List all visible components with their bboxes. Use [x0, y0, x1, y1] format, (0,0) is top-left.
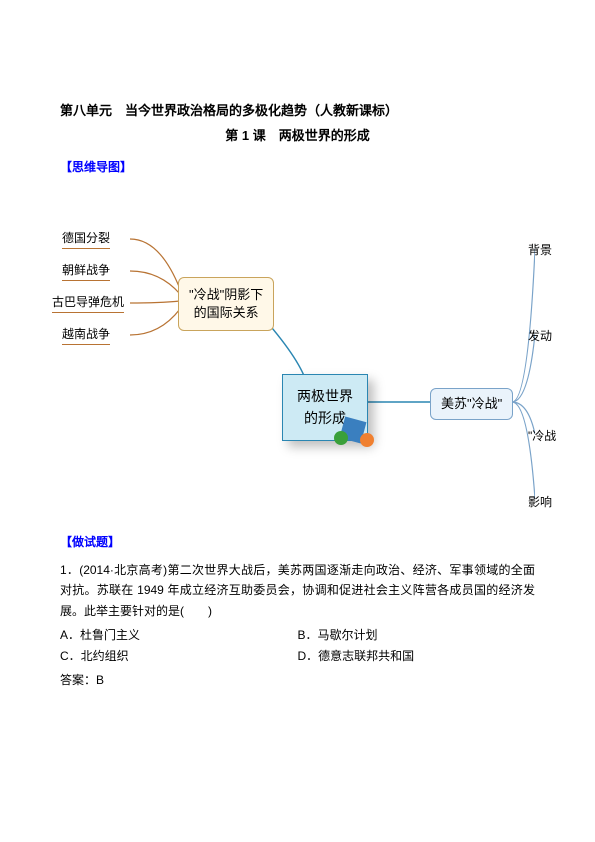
- option-c: C．北约组织: [60, 646, 298, 666]
- question-stem: 1．(2014·北京高考)第二次世界大战后，美苏两国逐渐走向政治、经济、军事领域…: [60, 560, 535, 621]
- mindmap-left-item: 德国分裂: [62, 229, 110, 249]
- mindmap-right-item: 发动: [528, 327, 552, 344]
- option-b: B．马歇尔计划: [298, 625, 536, 645]
- option-d: D．德意志联邦共和国: [298, 646, 536, 666]
- mindmap-left-item: 古巴导弹危机: [52, 293, 124, 313]
- mindmap-right-item: 背景: [528, 241, 552, 258]
- mindmap-right-item: 影响: [528, 493, 552, 510]
- mindmap-left-box: "冷战"阴影下的国际关系: [178, 277, 274, 331]
- mindmap-right-box: 美苏"冷战": [430, 388, 513, 420]
- mindmap-left-item: 越南战争: [62, 325, 110, 345]
- question-block: 1．(2014·北京高考)第二次世界大战后，美苏两国逐渐走向政治、经济、军事领域…: [60, 560, 535, 690]
- mindmap-left-item: 朝鲜战争: [62, 261, 110, 281]
- lesson-title: 第 1 课 两极世界的形成: [60, 125, 535, 144]
- question-options: A．杜鲁门主义 B．马歇尔计划 C．北约组织 D．德意志联邦共和国: [60, 625, 535, 666]
- question-answer: 答案：B: [60, 670, 535, 690]
- section-mindmap-label: 【思维导图】: [60, 158, 535, 175]
- mindmap-right-item: "冷战: [528, 427, 556, 444]
- option-a: A．杜鲁门主义: [60, 625, 298, 645]
- unit-title: 第八单元 当今世界政治格局的多极化趋势（人教新课标）: [60, 100, 535, 119]
- mindmap-diagram: 德国分裂 朝鲜战争 古巴导弹危机 越南战争 "冷战"阴影下的国际关系 两极世界的…: [60, 179, 535, 519]
- section-testq-label: 【做试题】: [60, 533, 535, 550]
